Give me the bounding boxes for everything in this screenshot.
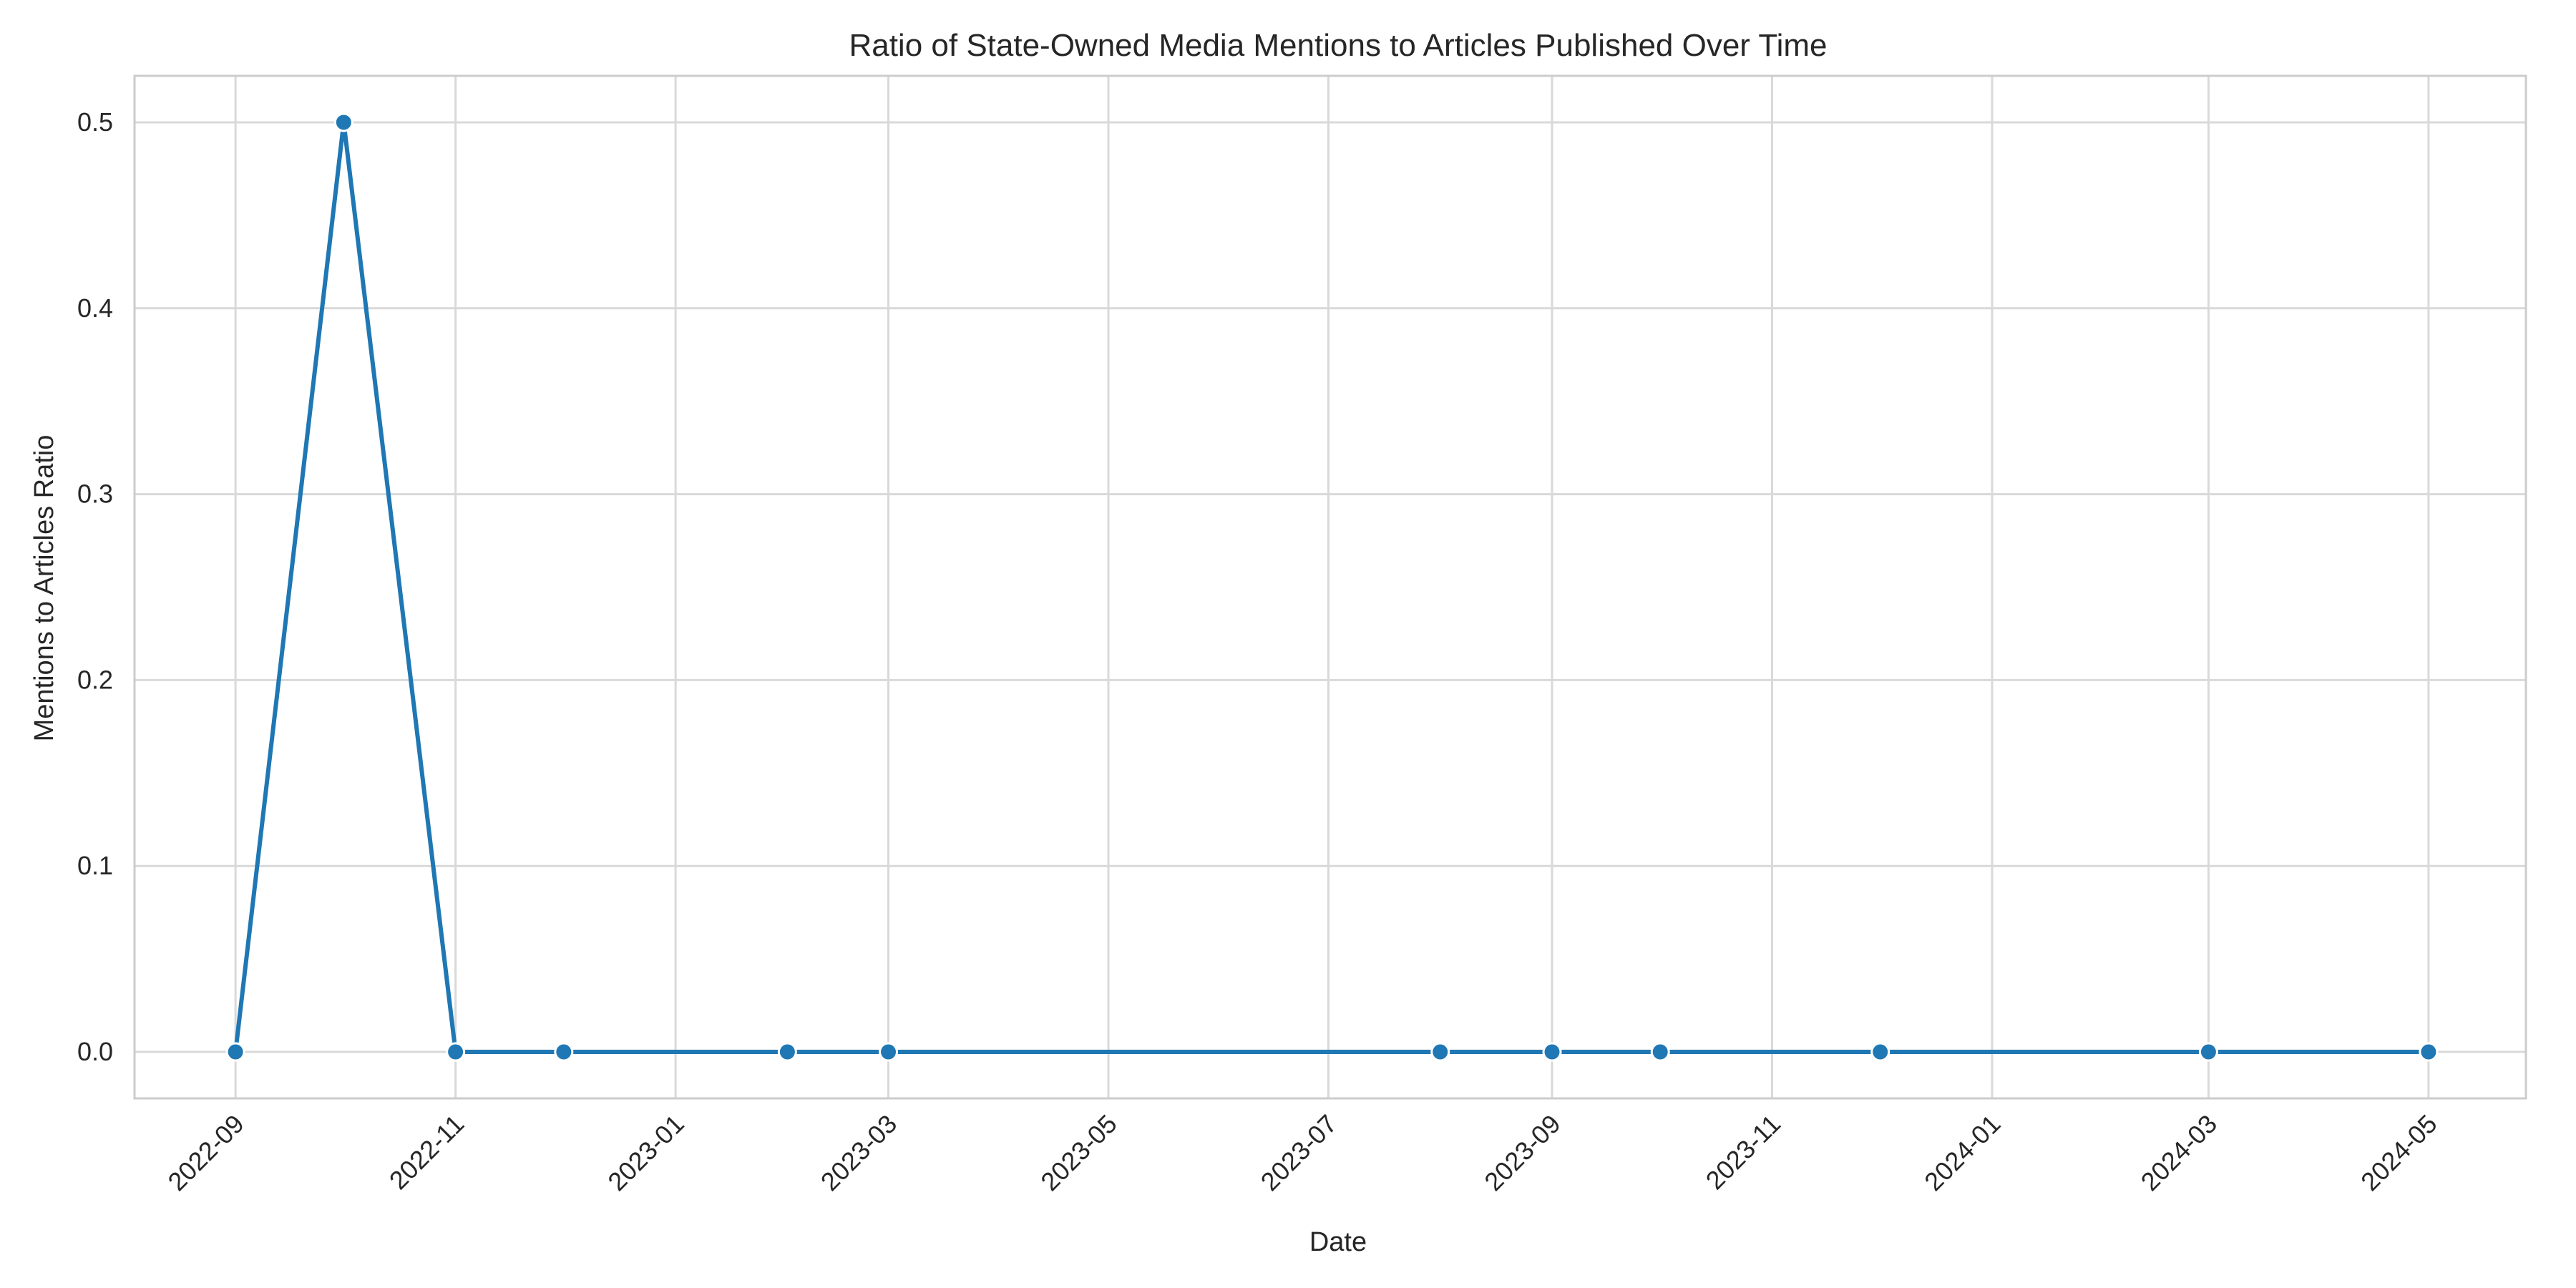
data-point	[333, 112, 353, 132]
data-point	[554, 1042, 574, 1062]
series-line	[233, 119, 2431, 1055]
data-point	[225, 1042, 245, 1062]
data-series	[225, 112, 2439, 1062]
y-tick-label: 0.5	[77, 107, 113, 137]
data-point	[1430, 1042, 1450, 1062]
data-point	[2198, 1042, 2218, 1062]
y-tick-labels: 0.0 0.1 0.2 0.3 0.4 0.5	[77, 107, 113, 1066]
y-axis-label: Mentions to Articles Ratio	[29, 435, 59, 742]
y-tick-label: 0.4	[77, 293, 113, 323]
y-tick-label: 0.0	[77, 1037, 113, 1066]
plot-area-frame	[133, 74, 2527, 1100]
y-tick-label: 0.3	[77, 479, 113, 509]
data-point	[1542, 1042, 1562, 1062]
data-point	[879, 1042, 899, 1062]
chart-title: Ratio of State-Owned Media Mentions to A…	[849, 28, 1827, 63]
data-point	[1870, 1042, 1890, 1062]
data-point	[2419, 1042, 2439, 1062]
y-tick-label: 0.1	[77, 851, 113, 880]
x-axis-label: Date	[1309, 1227, 1367, 1257]
data-point	[446, 1042, 466, 1062]
data-point	[1650, 1042, 1670, 1062]
y-tick-label: 0.2	[77, 665, 113, 694]
data-point	[777, 1042, 797, 1062]
